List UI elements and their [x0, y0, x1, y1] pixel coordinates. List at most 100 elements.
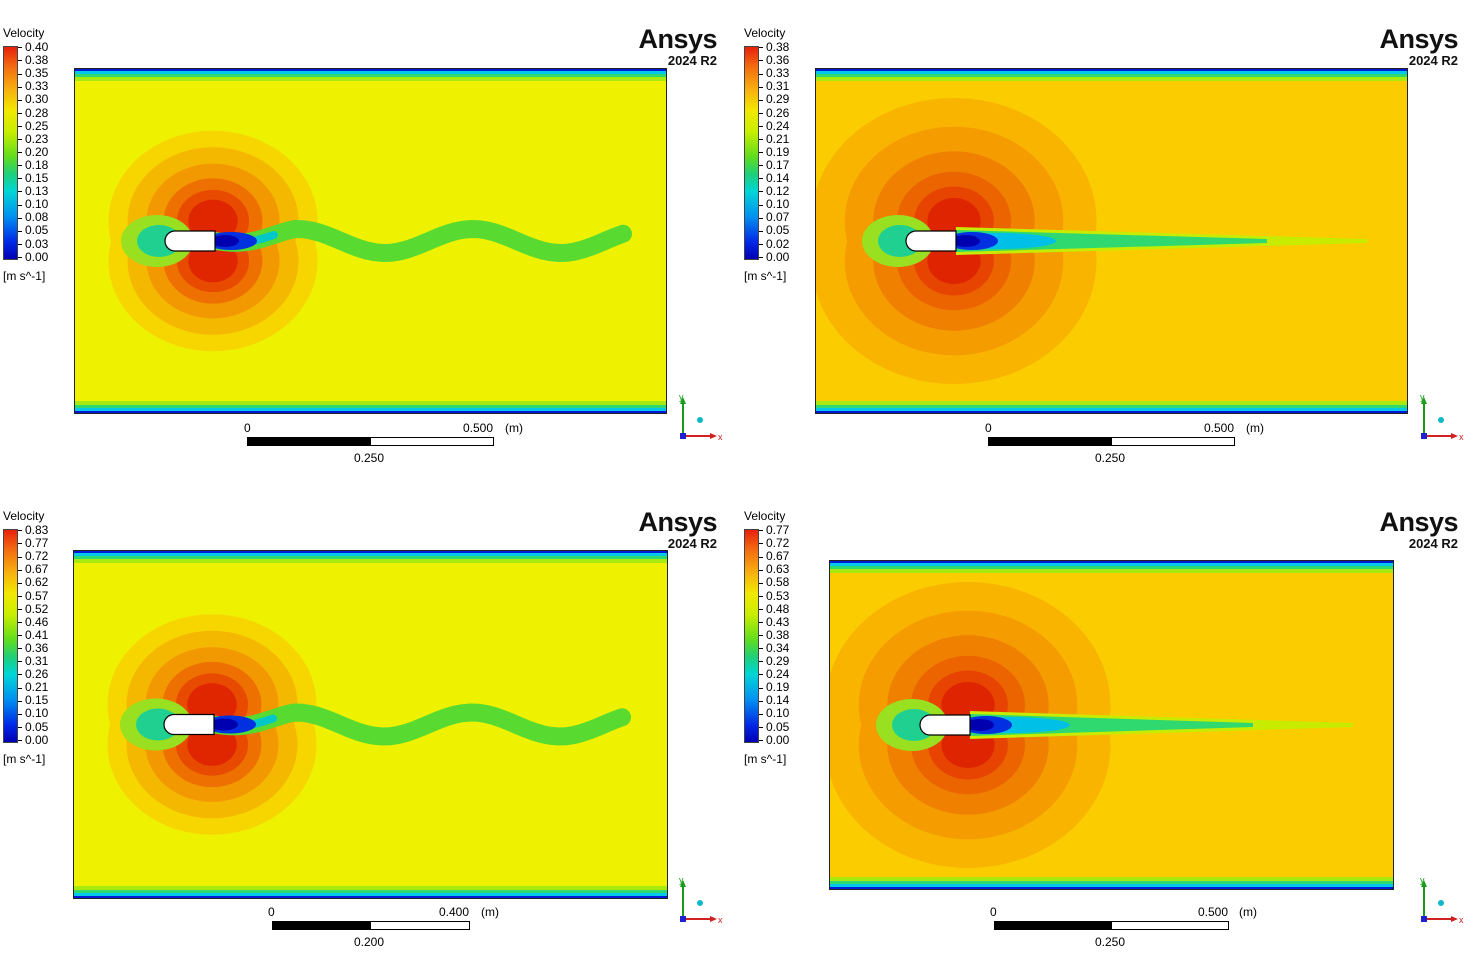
colorbar-tick-label: 0.26	[18, 668, 48, 681]
colorbar-tick-label: 0.26	[759, 106, 789, 120]
colorbar-tick-label: 0.57	[18, 589, 48, 603]
legend-units: [m s^-1]	[3, 269, 46, 283]
colorbar-tick-label: 0.30	[18, 93, 48, 106]
scale-unit: (m)	[1246, 421, 1264, 435]
contour-field[interactable]	[74, 68, 667, 414]
y-axis-label: y	[1420, 875, 1425, 885]
legend-ticks: 0.77 0.72 0.67 0.63 0.58 0.53 0.48 0.43 0.38 0.34…	[759, 524, 799, 747]
scale-zero: 0	[985, 421, 992, 435]
x-axis-label: x	[718, 432, 723, 442]
brand-version: 2024 R2	[667, 536, 717, 551]
colorbar-tick-label: 0.14	[759, 694, 789, 707]
panel-top-right: Velocity 0.38 0.36 0.33 0.31 0.29 0.26 0.24 0.2…	[741, 0, 1482, 483]
x-axis-label: x	[718, 915, 723, 925]
scale-mid: 0.250	[1095, 451, 1126, 465]
colorbar-tick-label: 0.14	[759, 172, 789, 185]
y-axis-label: y	[1420, 392, 1425, 402]
colorbar-tick-label: 0.77	[759, 524, 789, 537]
colorbar-tick-label: 0.35	[18, 67, 48, 80]
colorbar-tick-label: 0.67	[18, 563, 48, 576]
colorbar-tick-label: 0.13	[18, 185, 48, 198]
colorbar-tick-label: 0.10	[759, 707, 789, 720]
scale-unit: (m)	[481, 905, 499, 919]
colorbar-tick-label: 0.23	[18, 132, 48, 146]
colorbar-tick-label: 0.17	[759, 158, 789, 172]
colorbar-tick-label: 0.33	[18, 80, 48, 93]
colorbar-tick-label: 0.20	[18, 145, 48, 159]
velocity-contour-plot	[75, 69, 666, 413]
contour-field[interactable]	[73, 550, 668, 899]
colorbar-tick-label: 0.38	[759, 628, 789, 642]
scale-bar-graphic	[247, 437, 494, 446]
scale-bar-graphic	[272, 921, 470, 930]
panel-bottom-right: Velocity 0.77 0.72 0.67 0.63 0.58 0.53 0.48 0.4…	[741, 483, 1482, 966]
brand-logo: Ansys 2024 R2	[638, 507, 717, 551]
scale-mid: 0.200	[354, 935, 385, 949]
colorbar	[3, 46, 18, 260]
brand-name: Ansys	[1379, 24, 1458, 54]
brand-version: 2024 R2	[1408, 53, 1458, 68]
colorbar-tick-label: 0.15	[18, 694, 48, 707]
colorbar-tick-label: 0.05	[759, 720, 789, 734]
colorbar-tick-label: 0.05	[18, 224, 48, 237]
scale-max: 0.500	[1198, 905, 1229, 919]
scale-unit: (m)	[505, 421, 523, 435]
colorbar-tick-label: 0.38	[18, 54, 48, 67]
colorbar	[744, 46, 759, 260]
colorbar-tick-label: 0.38	[759, 41, 789, 54]
colorbar-tick-label: 0.00	[759, 250, 789, 264]
scale-max: 0.500	[463, 421, 494, 435]
colorbar-tick-label: 0.72	[18, 550, 48, 563]
colorbar-tick-label: 0.41	[18, 628, 48, 642]
colorbar-tick-label: 0.31	[759, 80, 789, 93]
colorbar-tick-label: 0.72	[759, 537, 789, 550]
colorbar-tick-label: 0.52	[18, 602, 48, 616]
colorbar-tick-label: 0.43	[759, 615, 789, 629]
colorbar-tick-label: 0.36	[759, 54, 789, 67]
colorbar-tick-label: 0.18	[18, 158, 48, 172]
colorbar-tick-label: 0.05	[18, 720, 48, 734]
legend-units: [m s^-1]	[3, 752, 46, 766]
colorbar-tick-label: 0.19	[759, 681, 789, 694]
colorbar-tick-label: 0.21	[18, 681, 48, 694]
brand-logo: Ansys 2024 R2	[638, 24, 717, 68]
brand-name: Ansys	[638, 507, 717, 537]
scale-mid: 0.250	[354, 451, 385, 465]
colorbar	[744, 529, 759, 743]
y-axis-label: y	[679, 875, 684, 885]
scale-max: 0.400	[439, 905, 470, 919]
scale-zero: 0	[268, 905, 275, 919]
colorbar	[3, 529, 18, 743]
contour-field[interactable]	[829, 560, 1394, 890]
colorbar-tick-label: 0.58	[759, 576, 789, 589]
colorbar-tick-label: 0.03	[18, 237, 48, 251]
colorbar-tick-label: 0.31	[18, 655, 48, 668]
colorbar-tick-label: 0.36	[18, 641, 48, 655]
colorbar-tick-label: 0.29	[759, 655, 789, 668]
colorbar-tick-label: 0.67	[759, 550, 789, 563]
colorbar-tick-label: 0.12	[759, 185, 789, 198]
scale-bar-graphic	[988, 437, 1235, 446]
axis-triad-icon: yx	[1420, 392, 1464, 442]
colorbar-tick-label: 0.05	[759, 224, 789, 237]
colorbar-tick-label: 0.10	[18, 198, 48, 211]
panel-top-left: Velocity 0.40 0.38 0.35 0.33 0.30 0.28 0.25 0.2…	[0, 0, 741, 483]
legend-title: Velocity	[744, 26, 786, 40]
brand-version: 2024 R2	[667, 53, 717, 68]
legend-units: [m s^-1]	[744, 269, 787, 283]
colorbar-tick-label: 0.24	[759, 668, 789, 681]
legend-ticks: 0.38 0.36 0.33 0.31 0.29 0.26 0.24 0.21 0.19 0.17…	[759, 41, 799, 264]
scale-max: 0.500	[1204, 421, 1235, 435]
scale-zero: 0	[990, 905, 997, 919]
colorbar-tick-label: 0.19	[759, 145, 789, 159]
colorbar-tick-label: 0.25	[18, 119, 48, 133]
colorbar-tick-label: 0.10	[759, 198, 789, 211]
colorbar-tick-label: 0.00	[759, 733, 789, 747]
legend-title: Velocity	[3, 26, 45, 40]
brand-logo: Ansys 2024 R2	[1379, 24, 1458, 68]
contour-field[interactable]	[815, 68, 1408, 414]
colorbar-tick-label: 0.63	[759, 563, 789, 576]
legend-ticks: 0.83 0.77 0.72 0.67 0.62 0.57 0.52 0.46 0.41 0.36…	[18, 524, 58, 747]
